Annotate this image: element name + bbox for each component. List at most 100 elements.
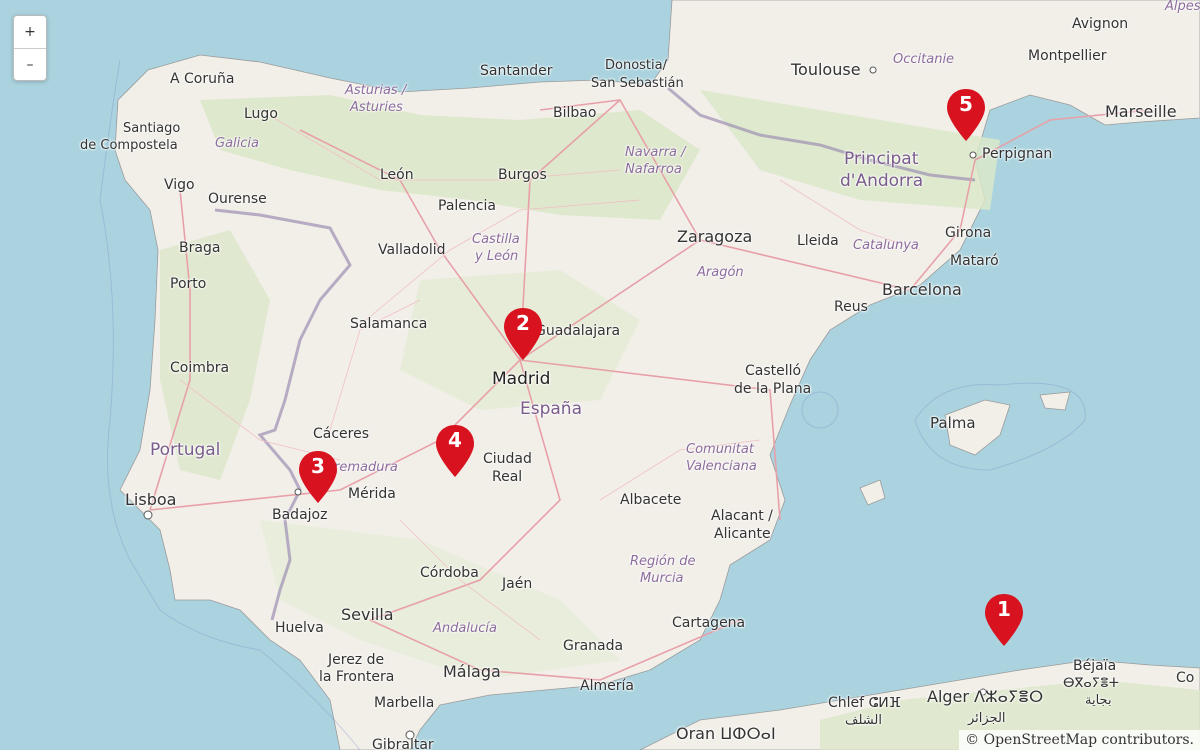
city-label-marbella: Marbella xyxy=(374,695,435,711)
marker-label: 1 xyxy=(997,597,1011,621)
region-label-murcia-2: Murcia xyxy=(640,571,684,586)
city-label-lugo: Lugo xyxy=(244,106,278,122)
map-marker-1[interactable]: 1 xyxy=(982,592,1026,648)
region-label-murcia-1: Región de xyxy=(630,554,696,569)
city-label-alacant-1: Alacant / xyxy=(711,508,773,524)
city-label-ciudadreal-1: Ciudad xyxy=(483,451,532,467)
city-label-santiago-2: de Compostela xyxy=(80,138,178,153)
zoom-out-button[interactable]: – xyxy=(14,48,46,80)
openstreetmap-link[interactable]: OpenStreetMap xyxy=(983,732,1098,748)
city-label-donostia-1: Donostia/ xyxy=(605,58,667,73)
city-label-jerez-1: Jerez de xyxy=(328,652,385,668)
city-label-ourense: Ourense xyxy=(208,191,267,207)
marker-pin-icon xyxy=(436,425,474,477)
city-label-oran: Oran ⵡⵀⵔⴰⵏ xyxy=(676,724,776,743)
region-label-asturias-1: Asturias / xyxy=(345,83,407,98)
city-label-bejaia: Béjaïa xyxy=(1073,658,1117,674)
city-label-alger: Alger ⴷⵣⴰⵢⴻⵔ xyxy=(927,687,1044,706)
city-label-huelva: Huelva xyxy=(275,620,324,636)
city-label-albacete: Albacete xyxy=(620,492,682,508)
region-label-cval-2: Valenciana xyxy=(686,459,757,474)
region-label-galicia: Galicia xyxy=(215,136,259,151)
country-label-espana: España xyxy=(520,399,582,419)
border-spain-france xyxy=(667,86,976,182)
city-label-chlef-ar: الشلف xyxy=(845,713,882,728)
city-label-castello-2: de la Plana xyxy=(734,381,812,397)
city-label-avignon: Avignon xyxy=(1072,16,1129,32)
city-label-caceres: Cáceres xyxy=(313,426,370,442)
city-label-bejaia-tz: ⴱⴳⴰⵢⴻⵜ xyxy=(1063,676,1119,691)
city-label-vigo: Vigo xyxy=(164,177,195,193)
city-label-chlef: Chlef ⵛⵍⴼ xyxy=(828,695,902,711)
region-label-occitanie: Occitanie xyxy=(893,52,955,67)
marker-label: 5 xyxy=(959,92,973,116)
region-label-cyl-1: Castilla xyxy=(472,232,520,247)
city-label-marseille: Marseille xyxy=(1105,102,1177,121)
region-label-catalunya: Catalunya xyxy=(853,238,919,253)
map-attribution: © OpenStreetMap contributors. xyxy=(959,730,1200,750)
marker-label: 3 xyxy=(311,454,325,478)
city-label-cordoba: Córdoba xyxy=(420,565,479,581)
region-label-andalucia: Andalucía xyxy=(433,621,497,636)
coastal-halo xyxy=(99,59,361,750)
region-label-alpes: Alpes d' xyxy=(1165,0,1200,14)
ibiza-land xyxy=(859,479,886,506)
mallorca-land xyxy=(944,399,1011,456)
city-label-coimbra: Coimbra xyxy=(170,360,230,376)
city-label-co: Co xyxy=(1176,670,1195,686)
map-marker-3[interactable]: 3 xyxy=(296,449,340,505)
map-marker-5[interactable]: 5 xyxy=(944,87,988,143)
city-label-mataro: Mataró xyxy=(950,253,999,269)
city-label-sevilla: Sevilla xyxy=(341,605,394,624)
city-label-reus: Reus xyxy=(834,299,868,315)
zoom-control: + – xyxy=(13,15,47,81)
city-label-toulouse: Toulouse xyxy=(791,60,861,79)
city-label-santiago-1: Santiago xyxy=(123,121,181,136)
city-dots xyxy=(143,66,987,740)
green-area-pyrenees xyxy=(700,90,1000,210)
marker-pin-icon xyxy=(299,451,337,503)
city-label-valladolid: Valladolid xyxy=(378,242,446,258)
country-label-andorra-2: d'Andorra xyxy=(840,171,924,191)
menorca-land xyxy=(1039,391,1071,411)
green-area-portugal xyxy=(160,230,270,480)
city-label-santander: Santander xyxy=(480,63,553,79)
balearic-halo xyxy=(914,382,1086,471)
marker-pin-icon xyxy=(504,308,542,360)
city-label-gibraltar: Gibraltar xyxy=(372,737,434,750)
city-label-girona: Girona xyxy=(945,225,992,241)
city-label-burgos: Burgos xyxy=(498,167,547,183)
city-label-palma: Palma xyxy=(930,414,976,432)
city-label-bejaia-ar: بجاية xyxy=(1085,693,1112,708)
green-area-north xyxy=(200,95,700,220)
city-label-perpignan: Perpignan xyxy=(982,146,1053,162)
city-label-braga: Braga xyxy=(179,240,221,256)
city-label-leon: León xyxy=(380,167,414,183)
marker-pin-icon xyxy=(947,89,985,141)
city-label-donostia-2: San Sebastián xyxy=(591,76,684,91)
city-label-castello-1: Castelló xyxy=(745,363,802,379)
city-label-malaga: Málaga xyxy=(443,662,501,681)
city-label-guadalajara: Guadalajara xyxy=(535,323,621,339)
region-label-cyl-2: y León xyxy=(475,249,519,264)
map-marker-2[interactable]: 2 xyxy=(501,306,545,362)
green-area-south xyxy=(260,520,620,680)
roads xyxy=(149,99,1151,681)
region-label-aragon: Aragón xyxy=(697,265,744,280)
marker-pin-icon xyxy=(985,594,1023,646)
region-label-navarra-1: Navarra / xyxy=(625,145,686,160)
map-marker-4[interactable]: 4 xyxy=(433,423,477,479)
city-label-porto: Porto xyxy=(170,276,207,292)
city-label-granada: Granada xyxy=(563,638,624,654)
region-label-navarra-2: Nafarroa xyxy=(625,162,682,177)
city-label-bilbao: Bilbao xyxy=(553,105,597,121)
city-label-lleida: Lleida xyxy=(797,233,839,249)
region-label-asturias-2: Asturies xyxy=(350,100,403,115)
region-label-cval-1: Comunitat xyxy=(686,442,754,457)
country-label-andorra-1: Principat xyxy=(844,149,919,169)
country-label-portugal: Portugal xyxy=(150,440,221,460)
marker-label: 4 xyxy=(448,428,462,452)
zoom-in-button[interactable]: + xyxy=(24,24,36,40)
